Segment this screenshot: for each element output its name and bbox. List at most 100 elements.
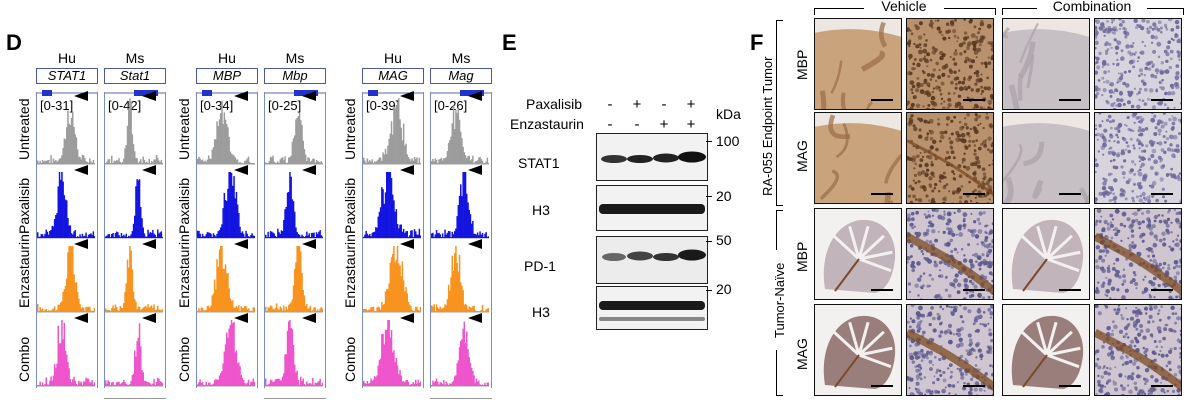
sign-enzastaurin-2: - (634, 116, 640, 133)
arrowhead-icon (142, 310, 156, 323)
coverage-histogram (197, 172, 256, 238)
scale-bar (1059, 193, 1081, 195)
ihc-image-content (907, 305, 993, 395)
ihc-image-content (907, 113, 993, 203)
track-untreated-hu-3 (363, 92, 422, 165)
group-label-tumor-naive: Tumor-Naïve (772, 262, 787, 338)
ihc-image-content (1003, 113, 1089, 203)
ihc-image-content (815, 19, 901, 109)
blot-h3-2 (596, 286, 708, 330)
ihc-image-r4-c1 (814, 304, 902, 396)
scale-bar (963, 289, 985, 291)
scale-bar (1151, 99, 1173, 101)
coverage-histogram (37, 110, 96, 164)
scale-bar (1151, 385, 1173, 387)
ihc-image-content (815, 305, 901, 395)
track-untreated-ms-2 (265, 92, 324, 165)
arrowhead-icon (400, 310, 414, 323)
arrowhead-icon (302, 310, 316, 323)
ihc-image-content (815, 209, 901, 299)
track-enzastaurin-ms-3 (431, 240, 490, 313)
gene-model-hu-1 (36, 84, 98, 96)
track-untreated-ms-3 (431, 92, 490, 165)
row-label-mag-2: MAG (794, 338, 810, 370)
row-label-paxalisib-g2: Paxalisib (176, 177, 192, 234)
col-header-ms-1: Ms (125, 50, 145, 66)
row-label-mbp-2: MBP (794, 241, 810, 272)
gene-name-mag-hu: MAG (362, 68, 424, 84)
blot-label-h3-1: H3 (532, 202, 550, 218)
ihc-image-content (1003, 209, 1089, 299)
track-column-hu-1 (36, 92, 98, 388)
coverage-histogram (197, 320, 256, 386)
blot-h3-2-bands (597, 287, 707, 329)
coverage-histogram (363, 98, 422, 164)
track-untreated-ms-1 (105, 92, 164, 165)
sign-paxalisib-3: - (661, 96, 667, 113)
track-paxalisib-ms-3 (431, 166, 490, 239)
scale-bar (1151, 193, 1173, 195)
coverage-histogram (37, 246, 96, 312)
scale-bar (963, 99, 985, 101)
coverage-histogram (197, 246, 256, 312)
group-label-endpoint-tumor: RA-055 Endpoint Tumor (760, 56, 775, 196)
arrowhead-icon (400, 88, 414, 101)
coverage-histogram (265, 172, 324, 238)
ihc-image-r3-c3 (1002, 208, 1090, 300)
track-combo-hu-2 (197, 314, 256, 387)
scale-line-1 (104, 398, 166, 399)
arrowhead-icon (302, 88, 316, 101)
panel-letter-d: D (6, 30, 22, 55)
ihc-image-r4-c4 (1094, 304, 1182, 396)
col-header-vehicle: Vehicle (864, 0, 944, 14)
arrowhead-icon (234, 310, 248, 323)
ihc-image-content (1095, 113, 1181, 203)
row-label-untreated-g2: Untreated (176, 98, 192, 160)
col-header-hu-1: Hu (58, 50, 76, 66)
ihc-image-r1-c4 (1094, 18, 1182, 110)
ihc-image-r3-c4 (1094, 208, 1182, 300)
ihc-image-r2-c4 (1094, 112, 1182, 204)
row-label-paxalisib-g3: Paxalisib (342, 177, 358, 234)
treatment-label-enzastaurin: Enzastaurin (510, 116, 584, 132)
scale-line-3 (430, 398, 492, 399)
sign-enzastaurin-4: + (686, 116, 696, 133)
coverage-histogram (105, 179, 164, 238)
row-label-combo-g2: Combo (176, 336, 192, 382)
blot-label-pd1: PD-1 (524, 258, 556, 274)
track-paxalisib-hu-3 (363, 166, 422, 239)
arrowhead-icon (234, 236, 248, 249)
track-combo-ms-3 (431, 314, 490, 387)
track-enzastaurin-hu-1 (37, 240, 96, 313)
scale-bar (871, 193, 893, 195)
arrowhead-icon (74, 162, 88, 175)
coverage-histogram (105, 323, 164, 386)
coverage-histogram (265, 246, 324, 312)
arrowhead-icon (74, 310, 88, 323)
panel-letter-e: E (502, 30, 517, 55)
blot-label-stat1: STAT1 (518, 155, 560, 171)
arrowhead-icon (468, 310, 482, 323)
blot-pd1 (596, 236, 708, 284)
col-header-combination: Combination (1037, 0, 1147, 14)
col-header-hu-2: Hu (218, 50, 236, 66)
treatment-label-paxalisib: Paxalisib (526, 96, 583, 112)
scale-bar (871, 99, 893, 101)
coverage-histogram (265, 112, 324, 164)
gene-model-ms-1 (104, 84, 166, 96)
ihc-image-content (907, 209, 993, 299)
range-label-ms-2: [0-25] (268, 98, 302, 113)
coverage-histogram (265, 320, 324, 386)
range-label-hu-3: [0-39] (366, 98, 400, 113)
track-combo-hu-1 (37, 314, 96, 387)
sign-paxalisib-2: + (632, 96, 642, 113)
coverage-histogram (431, 321, 490, 386)
track-column-ms-1 (104, 92, 166, 388)
kda-label: kDa (716, 106, 741, 122)
track-untreated-hu-1 (37, 92, 96, 165)
coverage-histogram (431, 246, 490, 312)
scale-bar (1151, 289, 1173, 291)
gene-model-hu-2 (196, 84, 258, 96)
track-enzastaurin-hu-2 (197, 240, 256, 313)
track-column-ms-2 (264, 92, 326, 388)
